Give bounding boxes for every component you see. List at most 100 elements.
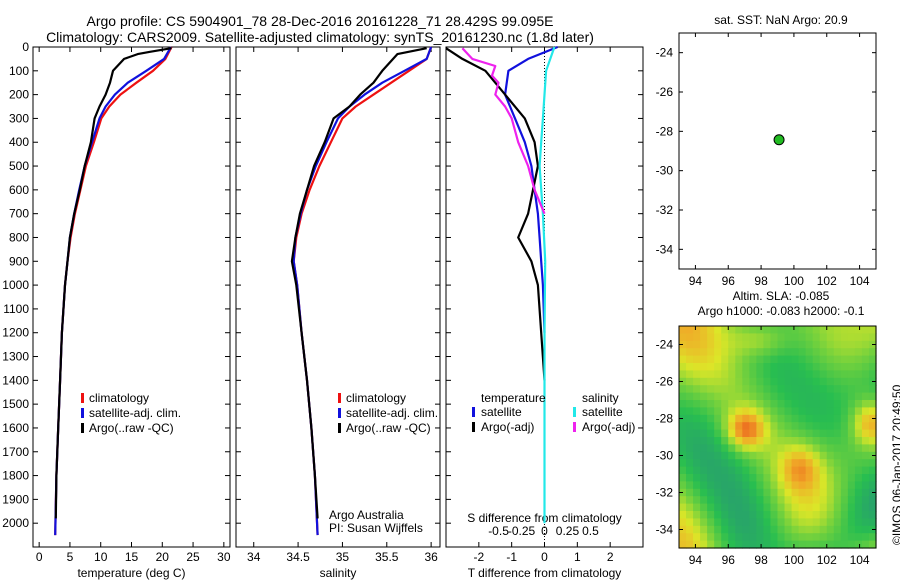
- heatmap-cell: [721, 370, 729, 379]
- heatmap-cell: [861, 348, 870, 357]
- heatmap-cell: [700, 407, 708, 416]
- heatmap-cell: [756, 451, 765, 460]
- heatmap-cell: [868, 355, 877, 364]
- heatmap-cell: [714, 518, 722, 527]
- heatmap-cell: [819, 540, 828, 549]
- heatmap-cell: [770, 533, 779, 542]
- sst-title: sat. SST: NaN Argo: 20.9: [714, 13, 848, 27]
- heatmap-cell: [798, 525, 807, 534]
- heatmap-cell: [812, 459, 821, 468]
- heatmap-cell: [735, 474, 743, 482]
- heatmap-cell: [819, 385, 828, 394]
- heatmap-cell: [798, 429, 807, 438]
- heatmap-cell: [707, 422, 715, 431]
- heatmap-cell: [798, 407, 807, 416]
- x-tick-label: 10: [94, 550, 108, 564]
- heatmap-cell: [763, 400, 772, 408]
- legend-swatch: [81, 423, 84, 433]
- map-y-tick-label: -24: [656, 46, 674, 60]
- heatmap-cell: [770, 422, 779, 431]
- x-tick-label: 25: [186, 550, 200, 564]
- heatmap-cell: [805, 414, 814, 423]
- heatmap-cell: [854, 414, 863, 423]
- map-x-tick-label: 100: [784, 274, 804, 288]
- heatmap-cell: [861, 488, 870, 497]
- heatmap-cell: [784, 392, 793, 401]
- map-x-tick-label: 104: [850, 274, 870, 288]
- heatmap-cell: [777, 363, 786, 371]
- heatmap-cell: [686, 474, 694, 482]
- heatmap-cell: [686, 355, 694, 364]
- heatmap-cell: [798, 326, 807, 334]
- heatmap-cell: [819, 355, 828, 364]
- heatmap-cell: [812, 488, 821, 497]
- heatmap-cell: [819, 333, 828, 342]
- heatmap-cell: [847, 355, 856, 364]
- heatmap-cell: [791, 511, 800, 519]
- heatmap-cell: [833, 540, 842, 549]
- heatmap-cell: [749, 414, 757, 423]
- heatmap-cell: [784, 385, 793, 394]
- heatmap-cell: [784, 348, 793, 357]
- top-tick-label: 0.25: [556, 524, 580, 538]
- heatmap-cell: [777, 451, 786, 460]
- credit-line-1: Argo Australia: [329, 508, 404, 522]
- heatmap-cell: [686, 326, 694, 334]
- heatmap-cell: [791, 488, 800, 497]
- heatmap-cell: [861, 481, 870, 490]
- heatmap-cell: [777, 414, 786, 423]
- heatmap-cell: [854, 481, 863, 490]
- heatmap-cell: [833, 422, 842, 431]
- heatmap-cell: [854, 333, 863, 342]
- heatmap-cell: [854, 348, 863, 357]
- heatmap-cell: [707, 392, 715, 401]
- heatmap-cell: [791, 466, 800, 475]
- heatmap-cell: [721, 407, 729, 416]
- heatmap-cell: [798, 466, 807, 475]
- heatmap-cell: [805, 333, 814, 342]
- heatmap-cell: [749, 459, 757, 468]
- heatmap-cell: [791, 370, 800, 379]
- heatmap-cell: [847, 496, 856, 505]
- heatmap-cell: [805, 385, 814, 394]
- heatmap-cell: [728, 400, 736, 408]
- heatmap-cell: [833, 437, 842, 445]
- legend-label: satellite-adj. clim.: [89, 406, 181, 420]
- heatmap-cell: [721, 363, 729, 371]
- heatmap-cell: [840, 355, 849, 364]
- heatmap-cell: [700, 488, 708, 497]
- heatmap-cell: [840, 370, 849, 379]
- series-line-satellite: [538, 46, 556, 524]
- heatmap-cell: [826, 437, 835, 445]
- heatmap-cell: [791, 422, 800, 431]
- heatmap-cell: [805, 370, 814, 379]
- heatmap-cell: [749, 474, 757, 482]
- heatmap-cell: [693, 466, 701, 475]
- heatmap-cell: [777, 444, 786, 453]
- heatmap-cell: [679, 355, 687, 364]
- heatmap-cell: [826, 333, 835, 342]
- heatmap-cell: [854, 459, 863, 468]
- heatmap-cell: [784, 326, 793, 334]
- heatmap-cell: [798, 503, 807, 512]
- heatmap-cell: [770, 355, 779, 364]
- heatmap-cell: [861, 474, 870, 482]
- heatmap-cell: [728, 488, 736, 497]
- heatmap-cell: [714, 444, 722, 453]
- heatmap-cell: [728, 466, 736, 475]
- heatmap-cell: [714, 407, 722, 416]
- heatmap-cell: [826, 525, 835, 534]
- heatmap-cell: [833, 363, 842, 371]
- sla-heatmap: [679, 326, 877, 549]
- heatmap-cell: [721, 437, 729, 445]
- heatmap-cell: [770, 340, 779, 349]
- heatmap-cell: [693, 326, 701, 334]
- heatmap-cell: [770, 333, 779, 342]
- heatmap-cell: [679, 437, 687, 445]
- y-tick-label: 1800: [2, 469, 29, 483]
- heatmap-cell: [854, 444, 863, 453]
- heatmap-cell: [847, 363, 856, 371]
- heatmap-cell: [833, 511, 842, 519]
- heatmap-cell: [714, 540, 722, 549]
- heatmap-cell: [679, 503, 687, 512]
